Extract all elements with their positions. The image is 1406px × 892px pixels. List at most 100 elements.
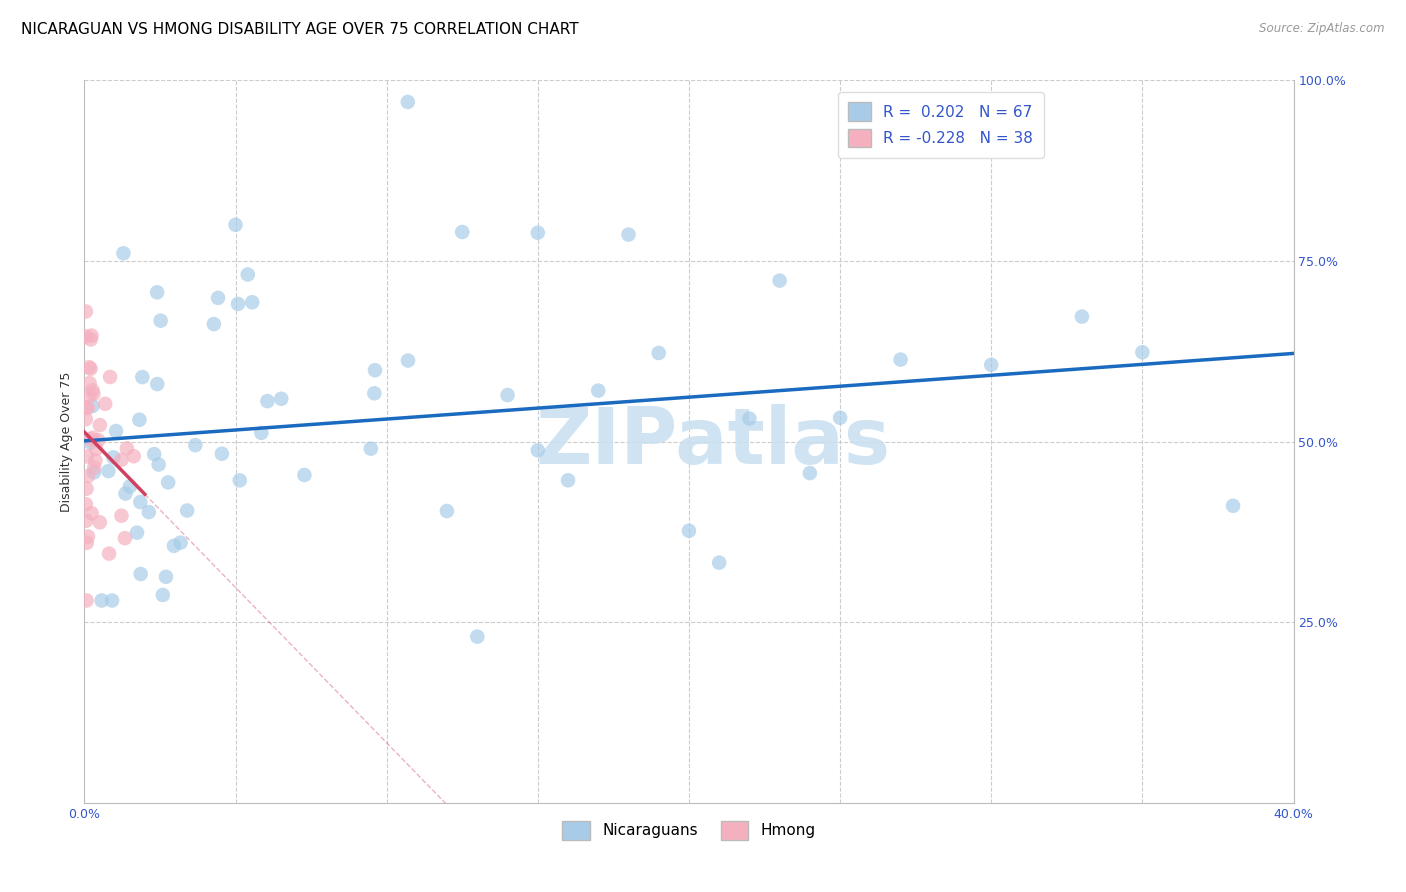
Point [76, 469, 98, 483]
Point [617, 227, 640, 242]
Point [82, 387, 104, 401]
Point [451, 225, 474, 239]
Point [1071, 310, 1094, 324]
Point [799, 466, 821, 480]
Point [76, 482, 98, 496]
Point [146, 377, 169, 392]
Point [211, 447, 233, 461]
Point [84, 453, 107, 467]
Point [105, 424, 128, 438]
Point [128, 413, 150, 427]
Point [496, 388, 519, 402]
Point [79, 435, 101, 450]
Point [82, 399, 104, 413]
Point [709, 556, 731, 570]
Point [131, 370, 153, 384]
Point [527, 226, 550, 240]
Point [467, 630, 489, 644]
Point [396, 95, 419, 109]
Point [76, 536, 98, 550]
Point [87, 433, 110, 447]
Point [103, 450, 125, 465]
Point [146, 285, 169, 300]
Point [75, 412, 97, 426]
Point [114, 486, 136, 500]
Point [226, 297, 249, 311]
Point [76, 450, 98, 464]
Point [557, 473, 579, 487]
Point [98, 547, 121, 561]
Point [122, 449, 145, 463]
Point [75, 329, 97, 343]
Point [1222, 499, 1244, 513]
Point [118, 479, 141, 493]
Point [129, 495, 152, 509]
Point [98, 370, 121, 384]
Point [678, 524, 700, 538]
Point [79, 361, 101, 376]
Point [79, 389, 101, 403]
Point [202, 317, 225, 331]
Point [77, 360, 100, 375]
Point [176, 503, 198, 517]
Point [89, 516, 111, 530]
Point [169, 535, 191, 549]
Point [75, 514, 97, 528]
Point [80, 506, 103, 520]
Point [84, 442, 107, 456]
Point [83, 460, 105, 475]
Text: ZIPatlas: ZIPatlas [536, 403, 890, 480]
Point [75, 304, 97, 318]
Point [163, 539, 186, 553]
Point [97, 464, 120, 478]
Point [138, 505, 160, 519]
Point [184, 438, 207, 452]
Point [229, 473, 252, 487]
Point [125, 525, 148, 540]
Point [980, 358, 1002, 372]
Point [236, 268, 259, 282]
Point [80, 333, 103, 347]
Point [527, 443, 550, 458]
Point [225, 218, 247, 232]
Y-axis label: Disability Age Over 75: Disability Age Over 75 [59, 371, 73, 512]
Text: NICARAGUAN VS HMONG DISABILITY AGE OVER 75 CORRELATION CHART: NICARAGUAN VS HMONG DISABILITY AGE OVER … [21, 22, 579, 37]
Legend: Nicaraguans, Hmong: Nicaraguans, Hmong [557, 815, 821, 846]
Point [90, 593, 112, 607]
Point [79, 376, 101, 390]
Point [79, 433, 101, 447]
Point [76, 593, 98, 607]
Point [157, 475, 180, 490]
Point [112, 246, 135, 260]
Point [115, 442, 138, 456]
Point [830, 410, 852, 425]
Point [101, 593, 124, 607]
Point [94, 397, 117, 411]
Point [89, 418, 111, 433]
Point [270, 392, 292, 406]
Point [360, 442, 382, 456]
Point [75, 400, 97, 414]
Point [240, 295, 263, 310]
Point [82, 383, 104, 397]
Text: Source: ZipAtlas.com: Source: ZipAtlas.com [1260, 22, 1385, 36]
Point [77, 530, 100, 544]
Point [110, 452, 132, 467]
Point [76, 401, 98, 415]
Point [80, 328, 103, 343]
Point [114, 531, 136, 545]
Point [207, 291, 229, 305]
Point [83, 466, 105, 480]
Point [149, 313, 172, 327]
Point [436, 504, 458, 518]
Point [148, 458, 170, 472]
Point [143, 447, 166, 461]
Point [396, 353, 419, 368]
Point [738, 411, 761, 425]
Point [648, 346, 671, 360]
Point [769, 274, 792, 288]
Point [256, 394, 278, 409]
Point [363, 386, 385, 401]
Point [152, 588, 174, 602]
Point [588, 384, 610, 398]
